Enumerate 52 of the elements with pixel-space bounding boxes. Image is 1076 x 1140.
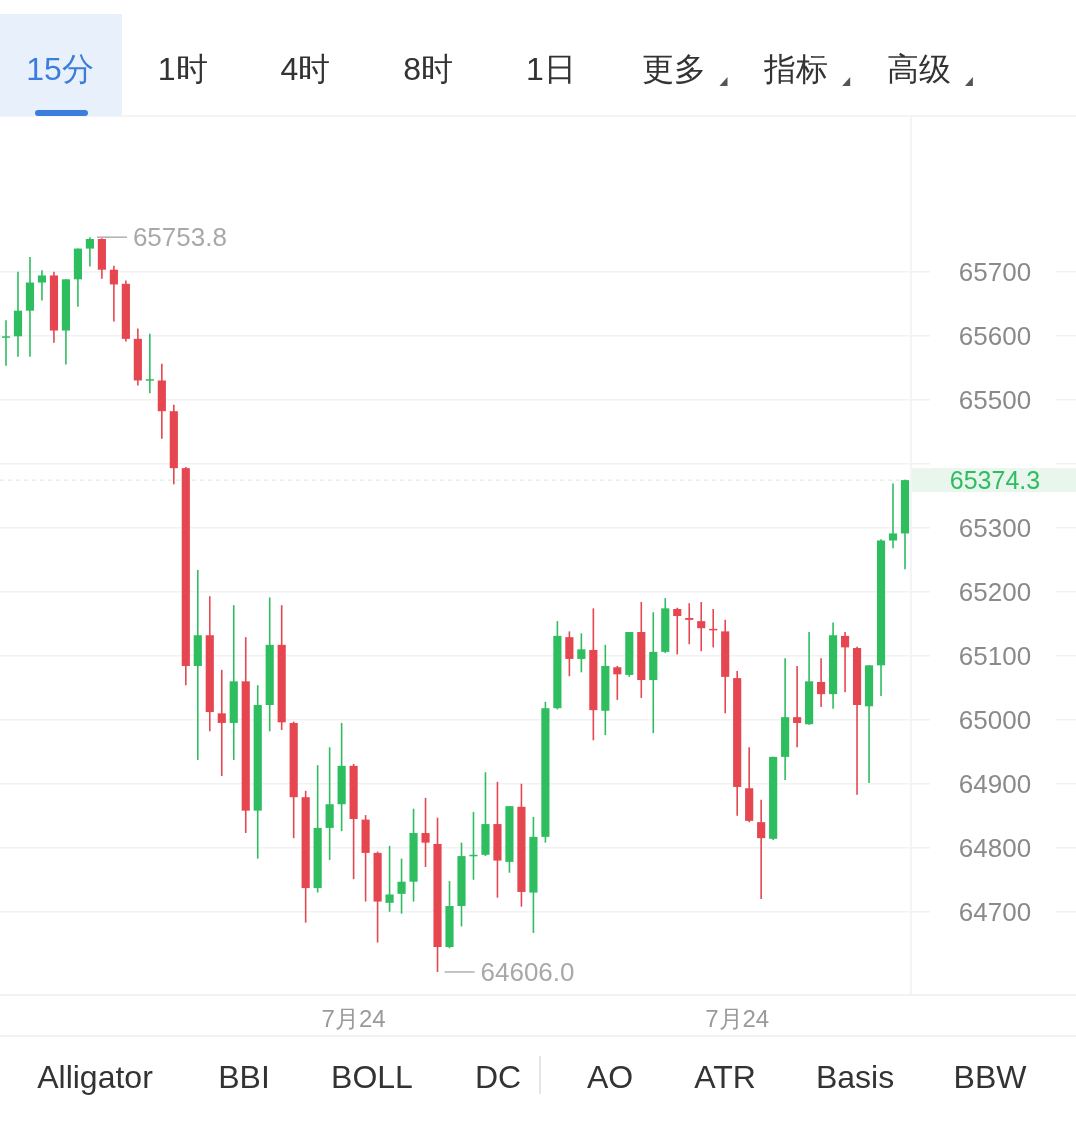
candlestick	[697, 601, 706, 653]
text: AO	[586, 1059, 634, 1095]
candlestick	[421, 797, 430, 868]
candlestick	[109, 265, 118, 323]
text: BBI	[218, 1059, 270, 1095]
annotation: 65753.8	[132, 222, 227, 253]
candlestick	[325, 746, 334, 861]
y-tick-label: 65700	[958, 256, 1032, 287]
annotation: 64606.0	[480, 956, 575, 987]
y-tick-label: 65200	[958, 576, 1032, 607]
candlestick	[85, 236, 94, 268]
text: 高级	[886, 51, 951, 87]
candlestick	[217, 669, 226, 777]
x-tick-label: 7月24	[321, 1005, 386, 1032]
text: 1日	[525, 51, 576, 87]
text: ATR	[694, 1059, 756, 1095]
candlestick	[385, 845, 394, 913]
candlestick	[685, 602, 694, 645]
y-tick-label: 64700	[958, 896, 1032, 927]
text: 4时	[280, 51, 331, 87]
x-tick-label: 7月24	[705, 1005, 770, 1032]
y-tick-label: 65500	[958, 384, 1032, 415]
candlestick	[145, 332, 154, 395]
text: BBW	[953, 1059, 1028, 1095]
text: Alligator	[37, 1059, 154, 1095]
candlestick	[577, 632, 586, 674]
candlestick	[565, 630, 574, 678]
candlestick	[817, 657, 826, 708]
candlestick	[37, 269, 47, 302]
y-tick-label: 65600	[958, 320, 1032, 351]
text: 8时	[403, 51, 453, 87]
text: BOLL	[331, 1059, 413, 1095]
y-tick-label: 65000	[958, 704, 1032, 735]
candlestick	[793, 665, 802, 749]
candlestick	[1, 319, 11, 367]
text: Basis	[815, 1059, 895, 1095]
y-tick-label: 64800	[958, 832, 1032, 863]
candlestick	[840, 631, 850, 694]
y-tick-label: 64900	[958, 768, 1032, 799]
y-tick-label: 65300	[958, 512, 1032, 543]
candlestick	[757, 798, 766, 900]
text: 1时	[157, 51, 208, 87]
text: 更多	[641, 51, 706, 87]
candlestick	[673, 606, 682, 656]
text: 15分	[26, 51, 94, 87]
text: 指标	[763, 51, 829, 87]
text: DC	[474, 1059, 522, 1095]
y-tick-label: 65100	[958, 640, 1032, 671]
candlestick	[613, 665, 622, 701]
candlestick	[888, 482, 898, 549]
candlestick	[397, 857, 406, 915]
ref-line-label: 65374.3	[949, 466, 1041, 495]
